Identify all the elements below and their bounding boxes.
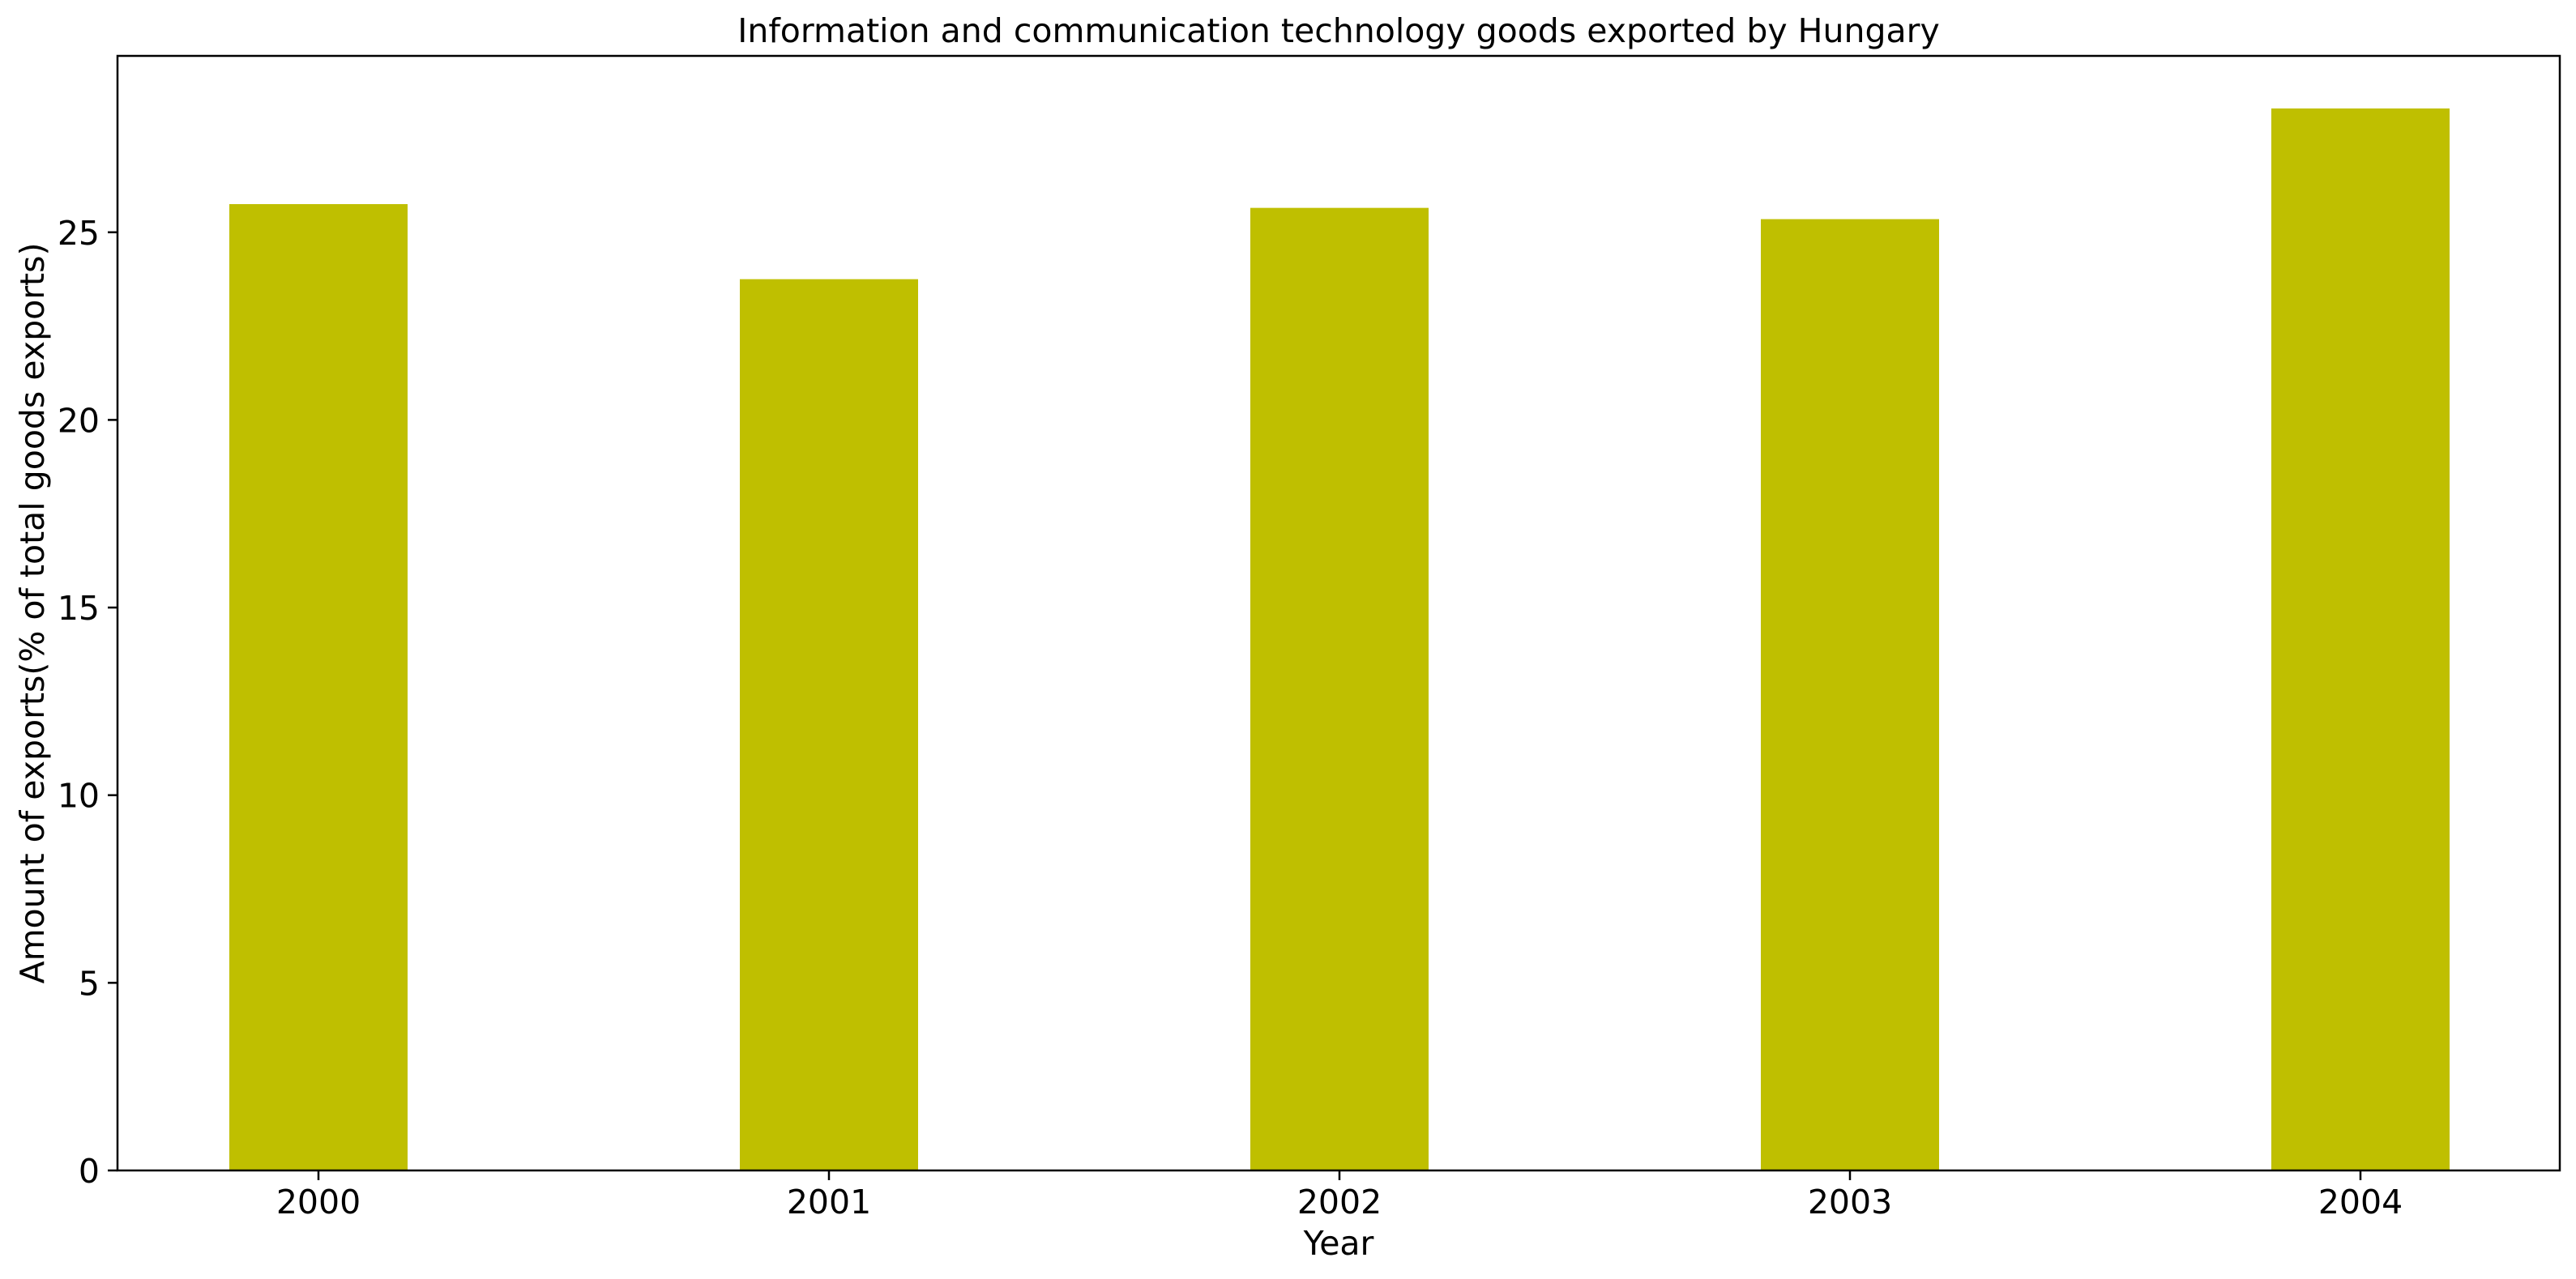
- y-tick-label: 10: [58, 777, 100, 816]
- x-tick-label: 2001: [787, 1183, 871, 1221]
- y-tick-label: 5: [79, 964, 100, 1003]
- y-axis-label: Amount of exports(% of total goods expor…: [13, 243, 52, 984]
- bars-layer: [229, 108, 2450, 1171]
- plot-area-frame: [116, 54, 2561, 1172]
- x-tick-label: 2004: [2318, 1183, 2403, 1221]
- x-tick-label: 2000: [276, 1183, 361, 1221]
- y-tick-label: 20: [58, 401, 100, 440]
- x-tick-label: 2002: [1297, 1183, 1382, 1221]
- y-tick-label: 15: [58, 589, 100, 628]
- bar-2003: [1761, 219, 1939, 1170]
- x-axis-label: Year: [1303, 1224, 1374, 1263]
- y-tick-label: 0: [79, 1152, 100, 1191]
- y-axis: 0 5 10 15 20 25: [58, 214, 117, 1191]
- x-tick-label: 2003: [1808, 1183, 1892, 1221]
- bar-2000: [229, 204, 408, 1170]
- bar-2001: [740, 279, 918, 1170]
- bar-2002: [1250, 207, 1429, 1170]
- y-tick-label: 25: [58, 214, 100, 253]
- chart-title: Information and communication technology…: [737, 11, 1939, 50]
- bar-2004: [2271, 108, 2450, 1171]
- x-axis: 2000 2001 2002 2003 2004: [276, 1170, 2403, 1221]
